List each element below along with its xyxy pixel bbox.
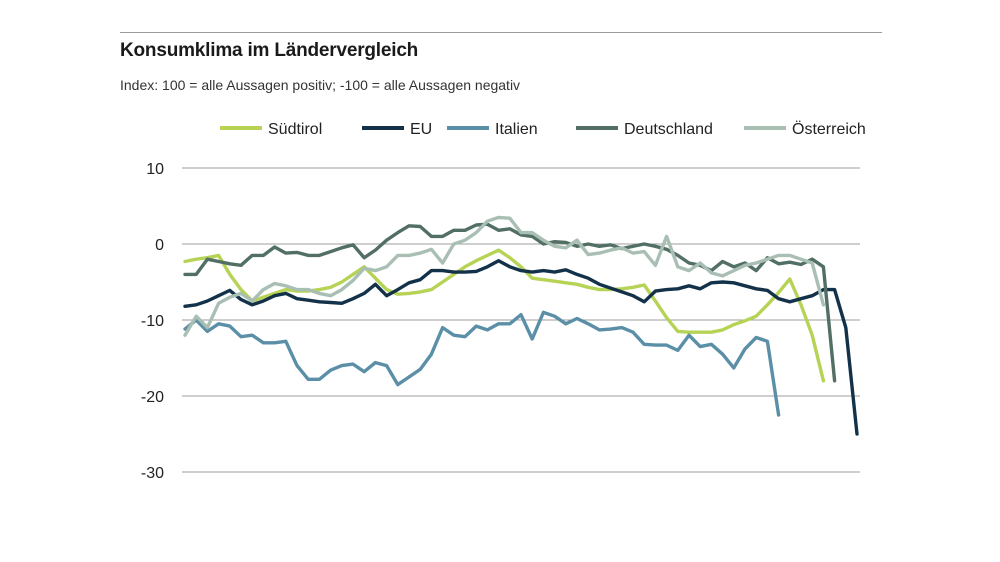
grid <box>182 167 860 473</box>
legend-label: Italien <box>495 121 538 138</box>
legend-label: EU <box>410 121 432 138</box>
series-line-0 <box>183 248 826 383</box>
series-line-2 <box>183 310 781 417</box>
legend: Südtirol EU Italien Deutschland Österreich <box>220 120 866 138</box>
legend-label: Österreich <box>792 120 866 138</box>
y-tick-label: -10 <box>141 313 164 330</box>
legend-label: Deutschland <box>624 121 713 138</box>
y-tick-label: 10 <box>146 161 164 178</box>
series-line-1 <box>183 259 859 436</box>
y-axis-ticks: 10 0 -10 -20 -30 <box>141 161 164 482</box>
chart-title: Konsumklima im Ländervergleich <box>120 40 419 61</box>
y-tick-label: -20 <box>141 389 164 406</box>
series-line-3 <box>183 222 837 383</box>
series-line-4 <box>183 215 826 337</box>
chart-subtitle: Index: 100 = alle Aussagen positiv; -100… <box>120 77 521 93</box>
y-tick-label: 0 <box>155 237 164 254</box>
legend-label: Südtirol <box>268 121 322 138</box>
y-tick-label: -30 <box>141 465 164 482</box>
series-lines <box>183 215 859 436</box>
top-rule <box>120 32 882 33</box>
